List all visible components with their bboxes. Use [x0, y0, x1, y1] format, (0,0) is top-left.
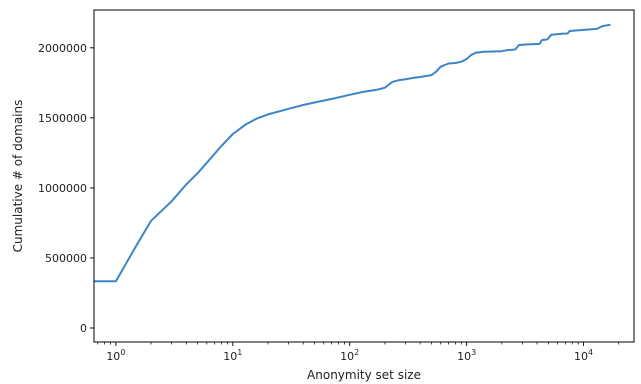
y-axis-label: Cumulative # of domains	[11, 100, 25, 253]
x-axis-label: Anonymity set size	[307, 368, 421, 382]
y-tick-label-3: 1500000	[38, 112, 87, 125]
y-tick-label-1: 500000	[45, 252, 87, 265]
x-tick-label-1: 101	[223, 348, 242, 363]
x-tick-label-2: 102	[340, 348, 359, 363]
x-tick-label-4: 104	[574, 348, 593, 363]
y-tick-label-4: 2000000	[38, 42, 87, 55]
x-tick-label-3: 103	[457, 348, 476, 363]
series-line-1	[94, 23, 611, 283]
x-tick-label-0: 100	[106, 348, 125, 363]
y-tick-label-0: 0	[80, 322, 87, 335]
y-tick-label-2: 1000000	[38, 182, 87, 195]
plot-frame	[93, 9, 635, 343]
